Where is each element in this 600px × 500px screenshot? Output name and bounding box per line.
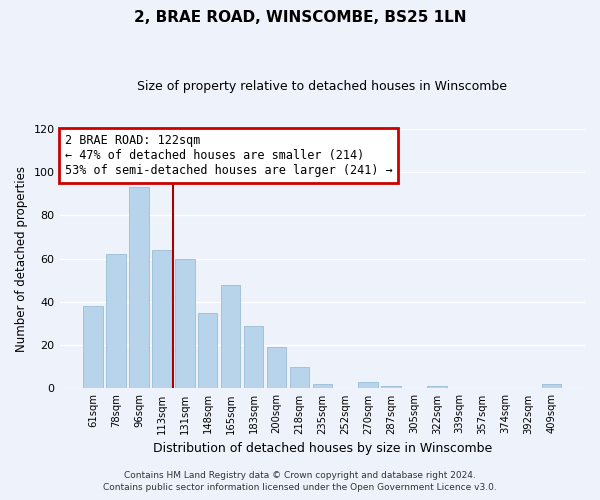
Bar xyxy=(152,250,172,388)
Text: 2 BRAE ROAD: 122sqm
← 47% of detached houses are smaller (214)
53% of semi-detac: 2 BRAE ROAD: 122sqm ← 47% of detached ho… xyxy=(65,134,392,177)
X-axis label: Distribution of detached houses by size in Winscombe: Distribution of detached houses by size … xyxy=(152,442,492,455)
Y-axis label: Number of detached properties: Number of detached properties xyxy=(15,166,28,352)
Bar xyxy=(221,284,241,389)
Bar xyxy=(313,384,332,388)
Bar xyxy=(358,382,378,388)
Bar xyxy=(267,348,286,389)
Bar xyxy=(381,386,401,388)
Bar xyxy=(290,367,309,388)
Bar xyxy=(175,258,194,388)
Bar xyxy=(427,386,446,388)
Text: Contains HM Land Registry data © Crown copyright and database right 2024.
Contai: Contains HM Land Registry data © Crown c… xyxy=(103,471,497,492)
Bar xyxy=(83,306,103,388)
Bar xyxy=(129,188,149,388)
Text: 2, BRAE ROAD, WINSCOMBE, BS25 1LN: 2, BRAE ROAD, WINSCOMBE, BS25 1LN xyxy=(134,10,466,25)
Title: Size of property relative to detached houses in Winscombe: Size of property relative to detached ho… xyxy=(137,80,507,93)
Bar xyxy=(542,384,561,388)
Bar xyxy=(198,312,217,388)
Bar xyxy=(244,326,263,388)
Bar xyxy=(106,254,126,388)
